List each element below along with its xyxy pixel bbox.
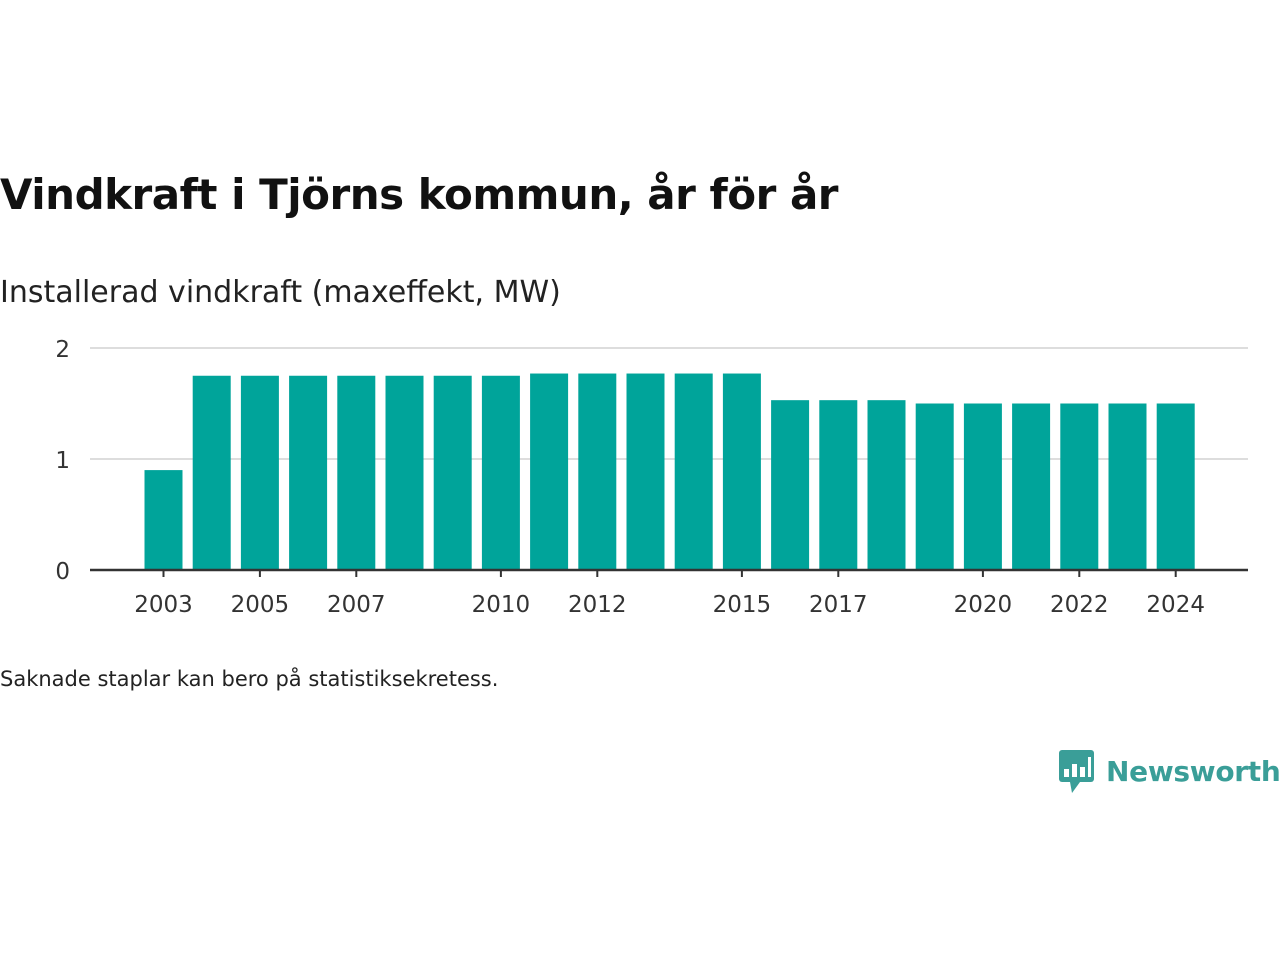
x-tick-labels: 2003 2005 2007 2010 2012 2015 2017 2020 2022 2024 — [134, 592, 1205, 618]
x-tick-label-2005: 2005 — [231, 592, 290, 618]
bar-2021 — [1012, 403, 1051, 570]
x-tick-label-2017: 2017 — [809, 592, 868, 618]
x-tick-label-2015: 2015 — [713, 592, 772, 618]
x-tick-label-2024: 2024 — [1146, 592, 1205, 618]
x-tick-label-2022: 2022 — [1050, 592, 1109, 618]
x-tick-label-2010: 2010 — [472, 592, 531, 618]
bar-2016 — [771, 400, 810, 570]
bar-2019 — [915, 403, 954, 570]
x-tick-label-2007: 2007 — [327, 592, 386, 618]
grid-lines — [90, 347, 1248, 460]
bar-2003 — [144, 470, 183, 570]
bar-2022 — [1060, 403, 1099, 570]
newsworthy-logo: Newsworthy — [1058, 748, 1280, 794]
brand-name: Newsworthy — [1106, 754, 1280, 788]
bars — [144, 373, 1195, 570]
bar-2011 — [530, 373, 569, 570]
footnote: Saknade staplar kan bero på statistiksek… — [0, 667, 499, 691]
x-tick-label-2020: 2020 — [954, 592, 1013, 618]
axes — [90, 568, 1248, 577]
x-tick-label-2003: 2003 — [134, 592, 193, 618]
bar-2017 — [819, 400, 858, 570]
bar-2004 — [192, 375, 231, 570]
bar-2010 — [481, 375, 520, 570]
bar-2007 — [337, 375, 376, 570]
bar-2009 — [433, 375, 472, 570]
bar-2023 — [1108, 403, 1147, 570]
bar-2015 — [722, 373, 761, 570]
bar-2008 — [385, 375, 424, 570]
x-tick-label-2012: 2012 — [568, 592, 627, 618]
y-tick-label-2: 2 — [55, 337, 70, 363]
bar-2018 — [867, 400, 906, 570]
newsworthy-bar-chart-icon — [1059, 750, 1094, 793]
bar-chart-svg: 0 1 2 2003 2005 2007 2010 2012 2015 2017 2020 2022… — [55, 337, 1248, 618]
chart-subtitle: Installerad vindkraft (maxeffekt, MW) — [0, 275, 561, 310]
bar-2020 — [963, 403, 1002, 570]
bar-2005 — [240, 375, 279, 570]
bar-2024 — [1156, 403, 1195, 570]
bar-2014 — [674, 373, 713, 570]
bar-chart: 0 1 2 2003 2005 2007 2010 2012 2015 2017 2020 2022… — [0, 320, 1280, 630]
y-tick-labels: 0 1 2 — [55, 337, 70, 585]
y-tick-label-0: 0 — [55, 559, 70, 585]
bar-2013 — [626, 373, 665, 570]
bar-2006 — [289, 375, 328, 570]
bar-2012 — [578, 373, 617, 570]
y-tick-label-1: 1 — [55, 448, 70, 474]
chart-title: Vindkraft i Tjörns kommun, år för år — [0, 170, 839, 219]
